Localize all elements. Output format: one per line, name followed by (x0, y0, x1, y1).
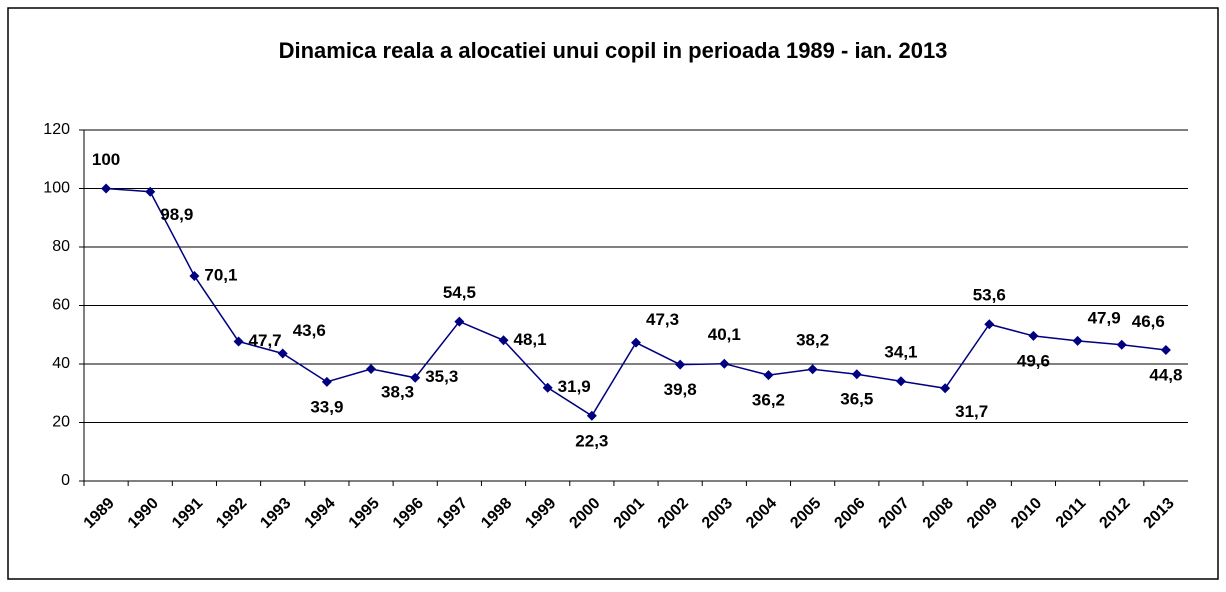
value-label: 48,1 (514, 330, 547, 349)
data-point (498, 335, 509, 346)
value-label: 22,3 (575, 431, 608, 450)
value-label: 47,3 (646, 310, 679, 329)
data-point (763, 370, 774, 381)
data-point (851, 369, 862, 380)
value-label: 47,7 (249, 331, 282, 350)
value-label: 38,3 (381, 382, 414, 401)
value-label: 31,9 (558, 377, 591, 396)
y-tick-label: 60 (52, 297, 70, 314)
data-point (1028, 330, 1039, 341)
value-label: 36,2 (752, 391, 785, 410)
data-point (454, 316, 465, 327)
data-point (542, 382, 553, 393)
value-label: 98,9 (160, 205, 193, 224)
value-label: 40,1 (708, 325, 741, 344)
data-point (233, 336, 244, 347)
y-tick-label: 120 (43, 121, 70, 138)
data-point (940, 383, 951, 394)
value-label: 49,6 (1017, 351, 1050, 370)
y-tick-label: 100 (43, 180, 70, 197)
value-label: 100 (92, 150, 120, 169)
value-label: 35,3 (425, 367, 458, 386)
y-tick-label: 80 (52, 238, 70, 255)
data-point (1160, 344, 1171, 355)
value-label: 38,2 (796, 331, 829, 350)
data-point (895, 376, 906, 387)
data-point (984, 319, 995, 330)
data-point (366, 363, 377, 374)
value-label: 70,1 (204, 265, 237, 284)
data-point (807, 364, 818, 375)
y-tick-label: 0 (61, 472, 70, 489)
data-point (145, 186, 156, 197)
chart-title: Dinamica reala a alocatiei unui copil in… (279, 38, 948, 63)
value-label: 43,6 (293, 321, 326, 340)
value-label: 36,5 (840, 390, 873, 409)
data-point (1072, 335, 1083, 346)
value-label: 34,1 (884, 343, 917, 362)
data-point (277, 348, 288, 359)
chart-frame (7, 7, 1219, 580)
y-tick-label: 40 (52, 355, 70, 372)
data-point (675, 359, 686, 370)
value-label: 44,8 (1149, 365, 1182, 384)
data-point (189, 270, 200, 281)
value-label: 39,8 (664, 380, 697, 399)
data-point (321, 376, 332, 387)
y-tick-label: 20 (52, 414, 70, 431)
data-point (410, 372, 421, 383)
value-label: 53,6 (973, 286, 1006, 305)
data-point (1116, 339, 1127, 350)
value-label: 33,9 (310, 397, 343, 416)
value-label: 47,9 (1088, 308, 1121, 327)
data-point (631, 337, 641, 348)
data-point (586, 410, 597, 421)
value-label: 46,6 (1132, 312, 1165, 331)
value-label: 31,7 (955, 402, 988, 421)
data-point (719, 358, 730, 369)
data-point (101, 183, 112, 194)
value-label: 54,5 (443, 283, 476, 302)
